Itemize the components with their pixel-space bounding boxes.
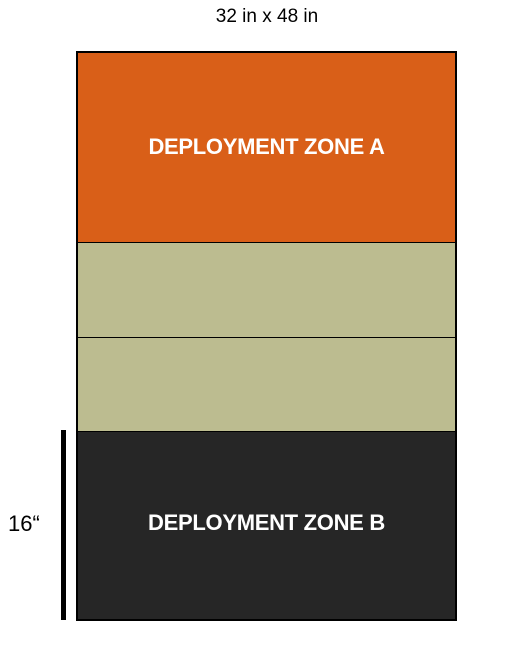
deployment-zone-b-label: DEPLOYMENT ZONE B [148, 509, 385, 535]
game-board: DEPLOYMENT ZONE A DEPLOYMENT ZONE B [76, 51, 457, 621]
board-size-title: 32 in x 48 in [215, 6, 319, 27]
deployment-zone-a: DEPLOYMENT ZONE A [78, 53, 455, 242]
neutral-zone-upper [78, 242, 455, 337]
dimension-bar [61, 430, 66, 620]
dimension-label: 16“ [8, 511, 40, 536]
neutral-zone-lower [78, 337, 455, 431]
deployment-zone-a-label: DEPLOYMENT ZONE A [148, 133, 385, 159]
deployment-zone-b: DEPLOYMENT ZONE B [78, 431, 455, 619]
